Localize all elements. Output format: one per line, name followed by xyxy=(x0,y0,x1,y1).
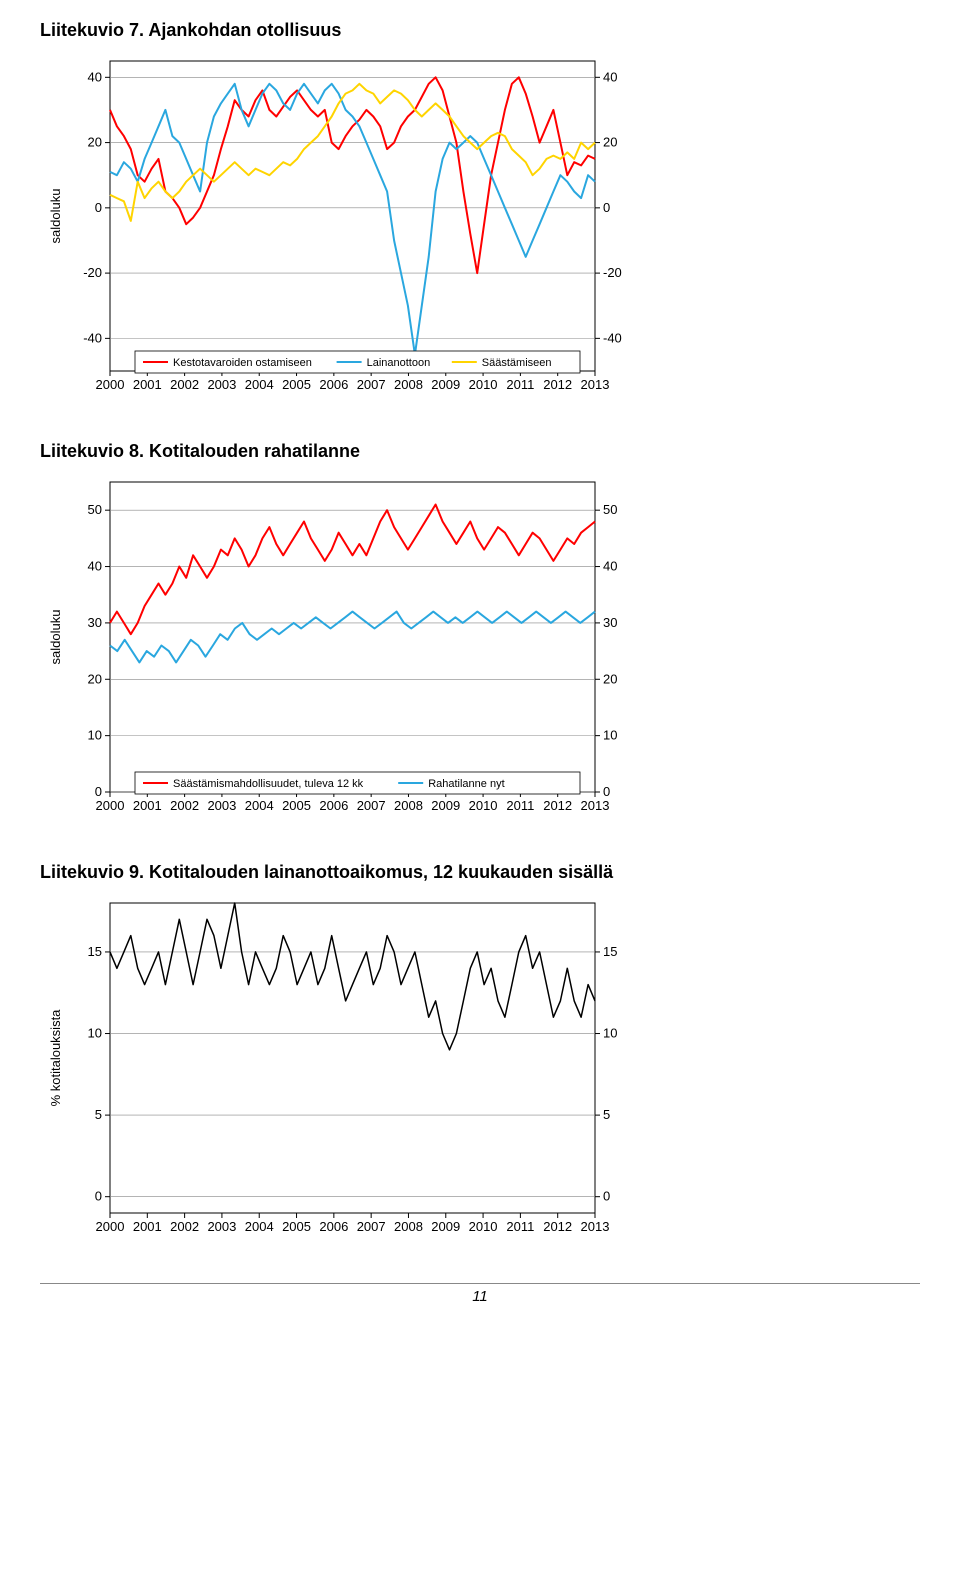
svg-text:2006: 2006 xyxy=(319,377,348,392)
svg-text:2001: 2001 xyxy=(133,1219,162,1234)
svg-text:5: 5 xyxy=(603,1107,610,1122)
svg-text:10: 10 xyxy=(603,728,617,743)
svg-text:Lainanottoon: Lainanottoon xyxy=(367,357,431,369)
svg-text:2008: 2008 xyxy=(394,1219,423,1234)
svg-text:2010: 2010 xyxy=(469,798,498,813)
figure-9: Liitekuvio 9. Kotitalouden lainanottoaik… xyxy=(40,862,920,1253)
svg-text:2010: 2010 xyxy=(469,1219,498,1234)
svg-text:2000: 2000 xyxy=(96,377,125,392)
svg-text:2004: 2004 xyxy=(245,1219,274,1234)
svg-text:2006: 2006 xyxy=(319,1219,348,1234)
svg-text:10: 10 xyxy=(603,1026,617,1041)
svg-text:2000: 2000 xyxy=(96,1219,125,1234)
svg-text:0: 0 xyxy=(603,200,610,215)
chart-7-svg: -40 -40 -20 -20 0 0 20 20 40 40 2000 2001 2002 2003 20… xyxy=(40,51,640,411)
svg-text:2012: 2012 xyxy=(543,1219,572,1234)
figure-8: Liitekuvio 8. Kotitalouden rahatilanne 0… xyxy=(40,441,920,832)
svg-text:2009: 2009 xyxy=(431,377,460,392)
svg-text:2013: 2013 xyxy=(581,798,610,813)
svg-text:40: 40 xyxy=(88,69,102,84)
svg-text:-20: -20 xyxy=(603,265,622,280)
svg-text:-40: -40 xyxy=(603,330,622,345)
svg-text:2007: 2007 xyxy=(357,798,386,813)
figure-9-title: Liitekuvio 9. Kotitalouden lainanottoaik… xyxy=(40,862,920,883)
svg-text:10: 10 xyxy=(88,1026,102,1041)
svg-text:0: 0 xyxy=(603,1189,610,1204)
page-number: 11 xyxy=(40,1288,920,1305)
svg-text:2006: 2006 xyxy=(319,798,348,813)
svg-text:2009: 2009 xyxy=(431,798,460,813)
svg-text:40: 40 xyxy=(88,559,102,574)
svg-text:5: 5 xyxy=(95,1107,102,1122)
svg-text:2012: 2012 xyxy=(543,798,572,813)
svg-text:Säästämismahdollisuudet, tulev: Säästämismahdollisuudet, tuleva 12 kk xyxy=(173,778,364,790)
svg-text:20: 20 xyxy=(88,135,102,150)
svg-text:30: 30 xyxy=(603,615,617,630)
svg-text:20: 20 xyxy=(88,671,102,686)
svg-text:2000: 2000 xyxy=(96,798,125,813)
svg-text:40: 40 xyxy=(603,69,617,84)
svg-text:2005: 2005 xyxy=(282,798,311,813)
svg-text:0: 0 xyxy=(95,200,102,215)
svg-text:2004: 2004 xyxy=(245,377,274,392)
figure-7: Liitekuvio 7. Ajankohdan otollisuus -40-… xyxy=(40,20,920,411)
svg-text:15: 15 xyxy=(88,944,102,959)
svg-text:20: 20 xyxy=(603,671,617,686)
svg-text:2002: 2002 xyxy=(170,1219,199,1234)
svg-text:0: 0 xyxy=(95,784,102,799)
svg-text:2001: 2001 xyxy=(133,377,162,392)
svg-text:2004: 2004 xyxy=(245,798,274,813)
svg-text:30: 30 xyxy=(88,615,102,630)
svg-text:2010: 2010 xyxy=(469,377,498,392)
svg-text:2012: 2012 xyxy=(543,377,572,392)
svg-text:2011: 2011 xyxy=(506,1219,534,1234)
svg-text:Kestotavaroiden ostamiseen: Kestotavaroiden ostamiseen xyxy=(173,357,312,369)
svg-text:2002: 2002 xyxy=(170,798,199,813)
svg-text:Rahatilanne nyt: Rahatilanne nyt xyxy=(428,778,504,790)
svg-text:2003: 2003 xyxy=(207,1219,236,1234)
chart-9-svg: 0 0 5 5 10 10 15 15 2000 2001 2002 2003 2004 2005 2006… xyxy=(40,893,640,1253)
svg-text:2001: 2001 xyxy=(133,798,162,813)
svg-text:20: 20 xyxy=(603,135,617,150)
figure-7-title: Liitekuvio 7. Ajankohdan otollisuus xyxy=(40,20,920,41)
svg-text:2009: 2009 xyxy=(431,1219,460,1234)
svg-text:Säästämiseen: Säästämiseen xyxy=(482,357,552,369)
svg-text:2005: 2005 xyxy=(282,377,311,392)
svg-text:-20: -20 xyxy=(83,265,102,280)
svg-text:2002: 2002 xyxy=(170,377,199,392)
svg-text:2011: 2011 xyxy=(506,377,534,392)
footer-rule xyxy=(40,1283,920,1284)
svg-text:2011: 2011 xyxy=(506,798,534,813)
svg-text:50: 50 xyxy=(603,502,617,517)
svg-text:50: 50 xyxy=(88,502,102,517)
svg-text:2008: 2008 xyxy=(394,377,423,392)
svg-text:saldoluku: saldoluku xyxy=(48,189,63,244)
svg-text:2008: 2008 xyxy=(394,798,423,813)
chart-8-svg: 0 0 10 10 20 20 30 30 40 40 50 50 2000 2001 2002 2003 20… xyxy=(40,472,640,832)
svg-text:2007: 2007 xyxy=(357,1219,386,1234)
svg-text:saldoluku: saldoluku xyxy=(48,610,63,665)
svg-text:40: 40 xyxy=(603,559,617,574)
svg-text:15: 15 xyxy=(603,944,617,959)
svg-text:2003: 2003 xyxy=(207,798,236,813)
svg-text:2003: 2003 xyxy=(207,377,236,392)
svg-text:% kotitalouksista: % kotitalouksista xyxy=(48,1009,63,1107)
svg-text:2013: 2013 xyxy=(581,377,610,392)
svg-text:0: 0 xyxy=(95,1189,102,1204)
svg-text:0: 0 xyxy=(603,784,610,799)
svg-text:-40: -40 xyxy=(83,330,102,345)
svg-text:10: 10 xyxy=(88,728,102,743)
svg-text:2005: 2005 xyxy=(282,1219,311,1234)
svg-text:2013: 2013 xyxy=(581,1219,610,1234)
figure-8-title: Liitekuvio 8. Kotitalouden rahatilanne xyxy=(40,441,920,462)
svg-text:2007: 2007 xyxy=(357,377,386,392)
